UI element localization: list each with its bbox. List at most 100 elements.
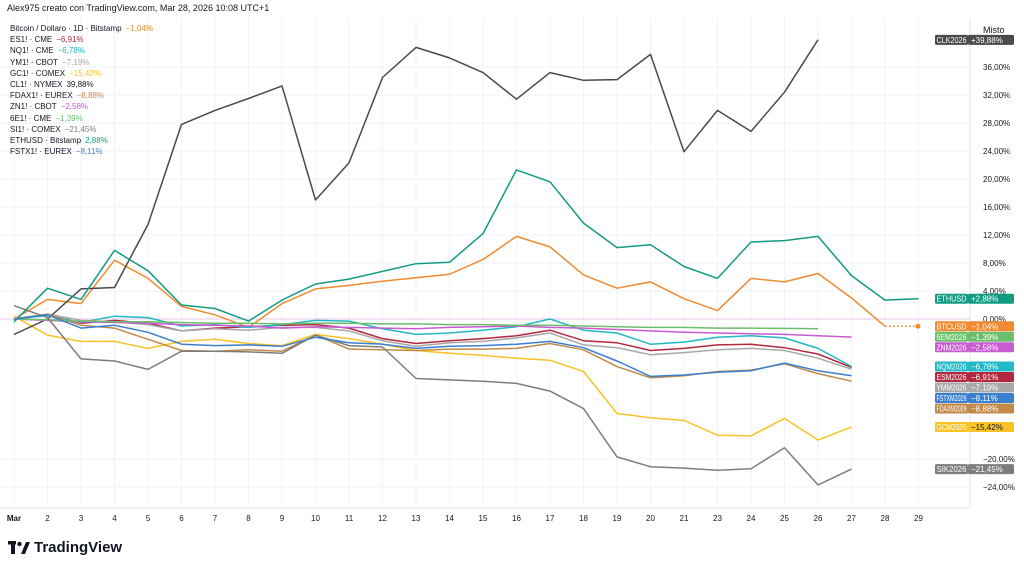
- y-tick-label: 36,00%: [983, 63, 1010, 72]
- legend-item-name: Bitcoin / Dollaro · 1D · Bitstamp: [10, 24, 122, 33]
- svg-text:6EM2026: 6EM2026: [937, 333, 967, 342]
- btc-last-price-dot: [915, 323, 921, 329]
- series-line-6em2026[interactable]: [13, 318, 819, 330]
- svg-text:GCM2026: GCM2026: [937, 423, 967, 432]
- legend-item-value: −1,39%: [55, 113, 83, 123]
- tradingview-wordmark: TradingView: [34, 539, 123, 556]
- series-line-ymm2026[interactable]: [13, 313, 852, 371]
- svg-text:NQM2026: NQM2026: [937, 362, 967, 371]
- legend-item-value: 2,88%: [85, 136, 108, 146]
- svg-text:FSTXM2026: FSTXM2026: [937, 394, 967, 403]
- x-tick-label: 7: [213, 514, 218, 523]
- y-tick-label: 12,00%: [983, 231, 1010, 240]
- legend-item-value: −7,19%: [62, 57, 90, 67]
- x-tick-label: 5: [146, 514, 151, 523]
- price-badge-btcusd[interactable]: BTCUSD −1,04%: [935, 321, 1014, 332]
- svg-text:−1,04%: −1,04%: [971, 322, 998, 331]
- series-line-gcm2026[interactable]: [13, 315, 852, 441]
- svg-text:−6,91%: −6,91%: [971, 373, 998, 382]
- svg-text:ETHUSD: ETHUSD: [937, 295, 967, 304]
- series-line-sik2026[interactable]: [13, 304, 852, 486]
- price-badge-ymm2026[interactable]: YMM2026 −7,19%: [935, 382, 1014, 393]
- x-tick-label: 21: [680, 514, 689, 523]
- y-tick-label: 16,00%: [983, 203, 1010, 212]
- price-badge-sik2026[interactable]: SIK2026 −21,45%: [935, 464, 1014, 475]
- price-badge-fstxm2026[interactable]: FSTXM2026 −8,11%: [935, 392, 1014, 403]
- legend-item[interactable]: GC1! · COMEX −15,42%: [10, 68, 153, 79]
- x-tick-label: 6: [179, 514, 184, 523]
- x-tick-label: 16: [512, 514, 521, 523]
- y-tick-label: 4,00%: [983, 287, 1006, 296]
- series-line-znm2026[interactable]: [13, 318, 852, 338]
- x-tick-label: 14: [445, 514, 454, 523]
- x-tick-label: 26: [814, 514, 823, 523]
- y-tick-label: 24,00%: [983, 147, 1010, 156]
- y-tick-label: −20,00%: [983, 455, 1015, 464]
- tradingview-logo[interactable]: TradingView: [8, 539, 122, 556]
- legend-item[interactable]: ES1! · CME −6,91%: [10, 34, 153, 45]
- x-tick-label: 3: [79, 514, 84, 523]
- tradingview-logo-icon: [8, 540, 30, 554]
- price-badge-fdaxm2026[interactable]: FDAXM2026 −8,88%: [935, 403, 1014, 414]
- y-axis-title: Misto: [983, 25, 1005, 35]
- series-line-clk2026[interactable]: [13, 39, 819, 336]
- legend-item-name: GC1! · COMEX: [10, 68, 66, 78]
- price-badge-znm2026[interactable]: ZNM2026 −2,58%: [935, 342, 1014, 353]
- legend-item[interactable]: CL1! · NYMEX 39,88%: [10, 79, 153, 90]
- legend-item[interactable]: ETHUSD · Bitstamp 2,88%: [10, 135, 153, 146]
- price-badge-ethusd[interactable]: ETHUSD +2,88%: [935, 293, 1014, 304]
- legend-item-value: −8,88%: [76, 91, 105, 101]
- legend-item-name: ZN1! · CBOT: [10, 102, 57, 112]
- x-tick-label: 29: [914, 514, 923, 523]
- svg-text:BTCUSD: BTCUSD: [937, 322, 967, 331]
- legend-item-value: −2,58%: [60, 102, 89, 112]
- legend-item-name: CL1! · NYMEX: [10, 80, 63, 90]
- legend-item-value: −21,45%: [64, 124, 97, 134]
- svg-text:SIK2026: SIK2026: [937, 465, 968, 474]
- legend-item-name: SI1! · COMEX: [10, 124, 61, 134]
- x-tick-label: 11: [345, 514, 354, 523]
- legend-item[interactable]: ZN1! · CBOT −2,58%: [10, 101, 153, 112]
- series-line-ethusd[interactable]: [13, 169, 919, 323]
- svg-text:ZNM2026: ZNM2026: [937, 343, 967, 352]
- legend-item[interactable]: FDAX1! · EUREX −8,88%: [10, 90, 153, 101]
- legend-item-name: 6E1! · CME: [10, 113, 52, 123]
- legend-item-name: FDAX1! · EUREX: [10, 91, 73, 101]
- series-line-btcusd[interactable]: [13, 235, 886, 329]
- series-line-fstxm2026[interactable]: [13, 314, 852, 378]
- price-badge-clk2026[interactable]: CLK2026 +39,88%: [935, 34, 1014, 45]
- price-badge-gcm2026[interactable]: GCM2026 −15,42%: [935, 421, 1014, 432]
- legend-item[interactable]: NQ1! · CME −6,78%: [10, 45, 153, 56]
- legend-item-value: 39,88%: [66, 80, 94, 90]
- series-line-nqm2026[interactable]: [13, 314, 852, 368]
- series-line-esm2026[interactable]: [13, 314, 852, 369]
- y-tick-label: 8,00%: [983, 259, 1006, 268]
- svg-text:−15,42%: −15,42%: [971, 423, 1003, 432]
- svg-text:−2,58%: −2,58%: [971, 343, 998, 352]
- legend-item[interactable]: Bitcoin / Dollaro · 1D · Bitstamp −1,04%: [10, 23, 153, 34]
- y-tick-label: 0,00%: [983, 315, 1006, 324]
- x-tick-label: 18: [579, 514, 588, 523]
- legend-item-value: −8,11%: [75, 147, 103, 157]
- price-badge-nqm2026[interactable]: NQM2026 −6,78%: [935, 361, 1014, 372]
- svg-text:+39,88%: +39,88%: [971, 36, 1003, 45]
- legend-item-name: YM1! · CBOT: [10, 57, 59, 67]
- legend-item-name: NQ1! · CME: [10, 46, 54, 56]
- x-tick-label: 2: [45, 514, 50, 523]
- legend-item[interactable]: 6E1! · CME −1,39%: [10, 113, 153, 124]
- price-badge-esm2026[interactable]: ESM2026 −6,91%: [935, 371, 1014, 382]
- x-tick-label: 28: [881, 514, 890, 523]
- x-tick-label: 17: [546, 514, 555, 523]
- legend-item[interactable]: FSTX1! · EUREX −8,11%: [10, 146, 153, 157]
- legend-item[interactable]: YM1! · CBOT −7,19%: [10, 57, 153, 68]
- legend-item-value: −6,78%: [57, 46, 85, 56]
- x-tick-label: 4: [112, 514, 117, 523]
- legend-item[interactable]: SI1! · COMEX −21,45%: [10, 124, 153, 135]
- legend-item-value: −1,04%: [125, 24, 153, 33]
- price-badge-6em2026[interactable]: 6EM2026 −1,39%: [935, 331, 1014, 342]
- svg-text:FDAXM2026: FDAXM2026: [937, 404, 967, 413]
- svg-text:−6,78%: −6,78%: [971, 362, 998, 371]
- svg-text:−8,11%: −8,11%: [971, 394, 998, 403]
- x-tick-label: 8: [246, 514, 251, 523]
